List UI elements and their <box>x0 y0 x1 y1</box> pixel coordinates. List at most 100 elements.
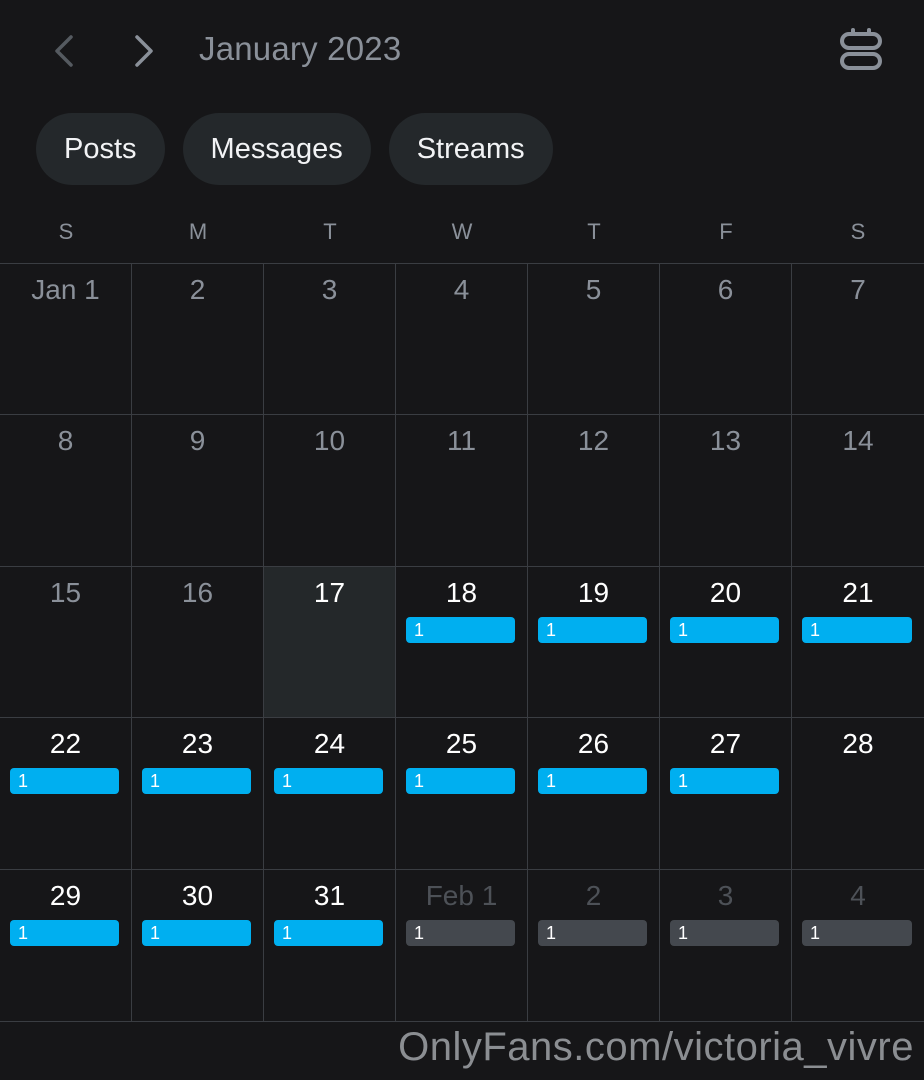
scheduled-count-badge[interactable]: 1 <box>10 768 119 795</box>
calendar-day-cell[interactable]: 14 <box>792 415 924 567</box>
calendar-day-cell[interactable]: 4 <box>396 264 528 416</box>
calendar-grid: Jan 1 2 3 4 5 6 7 8 9 10 11 12 13 14 15 16 17 18 1 19 1 20 1 21… <box>0 263 924 1022</box>
day-number: 19 <box>577 576 610 608</box>
day-number: 2 <box>189 274 206 305</box>
day-number: 6 <box>717 274 734 305</box>
calendar-day-cell[interactable]: 23 1 <box>132 718 264 870</box>
day-number: 21 <box>842 576 874 608</box>
scheduled-count-badge[interactable]: 1 <box>802 919 912 946</box>
day-number: 25 <box>445 728 478 760</box>
day-number: 4 <box>453 274 470 305</box>
calendar-day-cell[interactable]: 2 <box>132 264 264 416</box>
day-number: 10 <box>313 425 346 457</box>
calendar-day-cell[interactable]: 21 1 <box>792 567 924 719</box>
day-number: Jan 1 <box>31 274 100 305</box>
day-number: 3 <box>321 274 338 305</box>
day-number: 16 <box>181 576 214 608</box>
month-title: January 2023 <box>199 30 402 67</box>
previous-month-button[interactable] <box>42 28 86 74</box>
calendar-day-cell[interactable]: 28 <box>792 718 924 870</box>
calendar-day-cell[interactable]: 29 1 <box>0 869 132 1021</box>
watermark: OnlyFans.com/victoria_vivre <box>398 1025 914 1069</box>
calendar-day-cell[interactable]: 10 <box>264 415 396 567</box>
calendar-day-cell[interactable]: Feb 1 1 <box>396 869 528 1021</box>
scheduled-count-badge[interactable]: 1 <box>142 919 251 946</box>
scheduled-count-badge[interactable]: 1 <box>406 616 515 643</box>
calendar-day-cell[interactable]: 7 <box>792 264 924 416</box>
calendar-day-cell[interactable]: 11 <box>396 415 528 567</box>
scheduled-count-badge[interactable]: 1 <box>670 919 779 946</box>
calendar-day-cell[interactable]: 16 <box>132 566 264 719</box>
weekday-label: F <box>719 219 733 244</box>
scheduled-count-badge[interactable]: 1 <box>10 919 119 946</box>
filter-chip-messages[interactable]: Messages <box>182 113 371 185</box>
calendar-day-cell[interactable]: 9 <box>132 415 264 567</box>
day-number: 9 <box>189 425 206 457</box>
weekday-label: T <box>587 219 601 244</box>
day-number: 27 <box>709 728 742 760</box>
calendar-day-cell[interactable]: 27 1 <box>660 718 792 870</box>
weekday-header: S M T W T F S <box>0 212 924 252</box>
calendar-day-cell[interactable]: 31 1 <box>264 869 396 1021</box>
day-number: 12 <box>577 425 610 457</box>
day-number: Feb 1 <box>425 879 498 911</box>
day-number: 18 <box>445 576 478 608</box>
weekday-label: S <box>850 219 866 244</box>
day-number: 3 <box>717 879 734 911</box>
calendar-day-cell[interactable]: Jan 1 <box>0 264 132 416</box>
day-number: 4 <box>850 879 866 911</box>
day-number: 24 <box>313 728 346 760</box>
calendar-day-cell[interactable]: 18 1 <box>396 566 528 719</box>
day-number: 13 <box>709 425 742 457</box>
calendar-day-cell[interactable]: 20 1 <box>660 566 792 719</box>
calendar-day-cell[interactable]: 25 1 <box>396 718 528 870</box>
scheduled-count-badge[interactable]: 1 <box>802 616 912 643</box>
filter-chip-streams[interactable]: Streams <box>388 113 553 185</box>
day-number: 31 <box>313 879 346 911</box>
day-number: 5 <box>585 274 602 305</box>
calendar-day-cell[interactable]: 22 1 <box>0 718 132 870</box>
next-month-button[interactable] <box>122 28 166 74</box>
filter-chip-posts[interactable]: Posts <box>36 113 165 185</box>
weekday-label: M <box>188 219 208 244</box>
calendar-day-cell[interactable]: 12 <box>528 415 660 567</box>
scheduled-count-badge[interactable]: 1 <box>406 919 515 946</box>
calendar-day-cell[interactable]: 6 <box>660 264 792 416</box>
day-number: 11 <box>446 425 477 457</box>
scheduled-count-badge[interactable]: 1 <box>538 768 647 795</box>
scheduled-count-badge[interactable]: 1 <box>538 616 647 643</box>
day-number: 7 <box>850 274 866 305</box>
calendar-day-cell[interactable]: 8 <box>0 415 132 567</box>
scheduled-count-badge[interactable]: 1 <box>670 768 779 795</box>
calendar-day-cell[interactable]: 19 1 <box>528 566 660 719</box>
scheduled-count-badge[interactable]: 1 <box>670 616 779 643</box>
day-number: 15 <box>49 576 82 608</box>
calendar-day-cell[interactable]: 24 1 <box>264 718 396 870</box>
day-number: 26 <box>577 728 610 760</box>
calendar-day-cell[interactable]: 5 <box>528 264 660 416</box>
view-toggle-button[interactable] <box>834 26 888 76</box>
chevron-right-icon <box>135 35 153 67</box>
day-number: 29 <box>49 879 82 911</box>
scheduled-count-badge[interactable]: 1 <box>142 768 251 795</box>
day-number: 8 <box>57 425 74 457</box>
scheduled-count-badge[interactable]: 1 <box>274 919 383 946</box>
calendar-day-cell[interactable]: 13 <box>660 415 792 567</box>
stacked-view-icon <box>840 28 882 70</box>
scheduled-count-badge[interactable]: 1 <box>538 919 647 946</box>
scheduled-count-badge[interactable]: 1 <box>274 768 383 795</box>
calendar-day-cell[interactable]: 17 <box>264 566 396 719</box>
calendar-day-cell[interactable]: 30 1 <box>132 869 264 1021</box>
calendar-day-cell[interactable]: 3 <box>264 264 396 416</box>
calendar-day-cell[interactable]: 26 1 <box>528 718 660 870</box>
scheduled-count-badge[interactable]: 1 <box>406 768 515 795</box>
day-number: 17 <box>313 576 346 608</box>
day-number: 30 <box>181 879 214 911</box>
weekday-label: S <box>58 219 74 244</box>
day-number: 22 <box>49 728 82 760</box>
day-number: 2 <box>585 879 602 911</box>
calendar-day-cell[interactable]: 15 <box>0 566 132 719</box>
